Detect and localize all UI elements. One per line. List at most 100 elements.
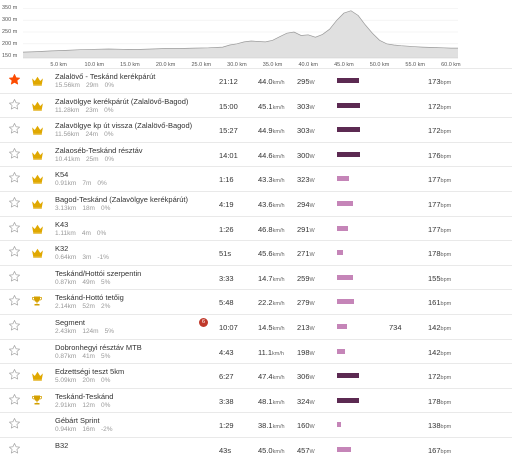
power-bar [337,151,360,157]
star-icon[interactable] [8,294,21,307]
segment-heart-rate: 172bpm [428,126,452,136]
segment-name[interactable]: Zalavölgye kerékpárút (Zalalövő-Bagod) [55,96,189,106]
segment-grade: -2% [100,426,113,434]
segment-name[interactable]: Zalavölgye kp út vissza (Zalalövő-Bagod) [55,121,193,131]
star-icon[interactable] [8,122,21,135]
segment-name[interactable]: K32 [55,244,69,254]
segment-row[interactable]: K43 1.11km 4m 0% 1:26 46.8km/h 291W 177bpm [0,215,512,241]
star-icon[interactable] [8,147,21,160]
segment-grade: 0% [104,131,114,139]
x-tick-label: 40.0 km [298,62,319,68]
segment-distance: 3.13km [55,205,77,212]
segment-power: 295W [297,77,315,86]
segment-row[interactable]: Segment 2.43km 124m 5% 6 10:07 14.5km/h 213W 734… [0,314,512,339]
x-tick-label: 15.0 km [120,62,140,68]
segment-power: 160W [297,421,315,431]
segment-name[interactable]: K54 [55,170,69,180]
segment-stats: 0.64km 3m -1% [55,254,115,261]
trophy-icon [31,393,44,405]
power-bar [337,422,342,428]
segment-name[interactable]: Bagod-Teskánd (Zalavölgye kerékpárút) [55,195,188,204]
star-icon[interactable] [8,196,21,209]
segment-power: 259W [297,273,315,283]
segment-speed: 43.6km/h [258,200,285,209]
segment-stats: 11.56km 24m 0% [55,131,120,138]
segment-name[interactable]: Segment [55,318,86,327]
segment-speed: 45.6km/h [258,249,285,259]
crown-icon [31,122,44,135]
segment-row[interactable]: Teskánd/Hottói szerpentin 0.87km 49m 5% 3:33… [0,264,512,290]
segment-time: 4:19 [219,200,234,209]
segment-elevation: 16m [82,426,95,434]
segment-grade: 0% [97,180,107,188]
power-bar [337,373,359,379]
segment-row[interactable]: Gébárt Sprint 0.94km 16m -2% 1:29 38.1km/h 160… [0,412,512,437]
segment-row[interactable]: K32 0.64km 3m -1% 51s 45.6km/h 271W 178bpm [0,240,512,265]
segment-row[interactable]: Bagod-Teskánd (Zalavölgye kerékpárút) 3.1… [0,191,512,216]
segment-row[interactable]: Zalalövő - Teskánd kerékpárút 15.56km 29m 0… [0,68,512,93]
power-bar [337,324,348,329]
star-icon[interactable] [8,393,21,406]
segment-row[interactable]: Dobronhegyi résztáv MTB 0.87km 41m 5% 4:43 11… [0,338,512,364]
segment-grade: 0% [100,205,111,212]
star-icon[interactable] [8,171,21,184]
star-icon[interactable] [8,98,21,111]
power-bar [337,274,354,280]
star-icon[interactable] [8,344,21,357]
power-bar [337,397,360,403]
segment-name[interactable]: Zalalövő - Teskánd kerékpárút [55,72,156,81]
segment-heart-rate: 167bpm [428,446,452,455]
segment-name[interactable]: Dobronhegyi résztáv MTB [55,342,142,352]
segment-time: 21:12 [219,77,238,86]
segment-row[interactable]: Teskánd-Hottó tetőig 2.14km 52m 2% 5:48 22.2k… [0,289,512,314]
segment-heart-rate: 176bpm [428,150,452,160]
power-bar [337,127,361,133]
segment-distance: 2.43km [55,328,77,335]
y-tick-label: 150 m [2,52,18,59]
segment-heart-rate: 177bpm [428,224,452,234]
power-bar [337,348,345,354]
segment-distance: 0.91km [55,180,77,188]
segment-speed: 14.7km/h [258,273,285,283]
segment-heart-rate: 161bpm [428,298,452,308]
segment-row[interactable]: K54 0.91km 7m 0% 1:16 43.3km/h 323W 177bpm [0,166,512,191]
segment-row[interactable]: Edzettségi teszt 5km 5.09km 20m 0% 6:27 47.4k… [0,363,512,388]
x-tick-label: 30.0 km [227,62,247,68]
segment-name[interactable]: Zalaoséb-Teskánd résztáv [55,145,143,155]
segment-stats: 11.28km 23m 0% [55,107,120,114]
segment-name[interactable]: Teskánd/Hottói szerpentin [55,268,142,278]
segment-name[interactable]: K43 [55,219,69,229]
segment-distance: 11.56km [55,131,80,139]
segment-name[interactable]: Gébárt Sprint [55,416,100,426]
segment-row[interactable]: B32 43s 45.0km/h 457W 167bpm [0,437,512,462]
segment-speed: 46.8km/h [258,224,285,234]
star-icon[interactable] [8,319,21,332]
segment-row[interactable]: Zalavölgye kp út vissza (Zalalövő-Bagod)… [0,117,512,142]
star-icon[interactable] [8,270,21,283]
segment-name[interactable]: Teskánd-Hottó tetőig [55,293,124,303]
x-tick-label: 45.0 km [334,62,354,68]
star-icon[interactable] [8,442,21,455]
star-icon[interactable] [8,221,21,234]
segment-speed: 14.5km/h [258,323,285,332]
x-tick-label: 10.0 km [84,62,105,68]
star-icon[interactable] [8,73,21,86]
segment-name[interactable]: Edzettségi teszt 5km [55,367,125,377]
star-icon[interactable] [8,245,21,258]
segment-row[interactable]: Zalavölgye kerékpárút (Zalalövő-Bagod) 11… [0,92,512,118]
segment-power: 303W [297,126,315,136]
x-tick-label: 5.0 km [50,62,67,68]
segment-row[interactable]: Teskánd-Teskánd 2.91km 12m 0% 3:38 48.1km/h 32… [0,387,512,413]
star-icon[interactable] [8,368,21,381]
crown-icon [31,245,44,258]
segment-row[interactable]: Zalaoséb-Teskánd résztáv 10.41km 25m 0% 14:0… [0,141,512,167]
power-bar [337,201,353,206]
star-icon[interactable] [8,417,21,430]
segment-stats: 2.91km 12m 0% [55,402,116,409]
segment-name[interactable]: B32 [55,441,69,450]
segment-name[interactable]: Teskánd-Teskánd [55,391,114,401]
segment-power: 271W [297,249,315,259]
segment-grade: -1% [97,254,109,262]
segment-speed: 44.9km/h [258,126,285,136]
segment-distance: 15.56km [55,82,80,89]
